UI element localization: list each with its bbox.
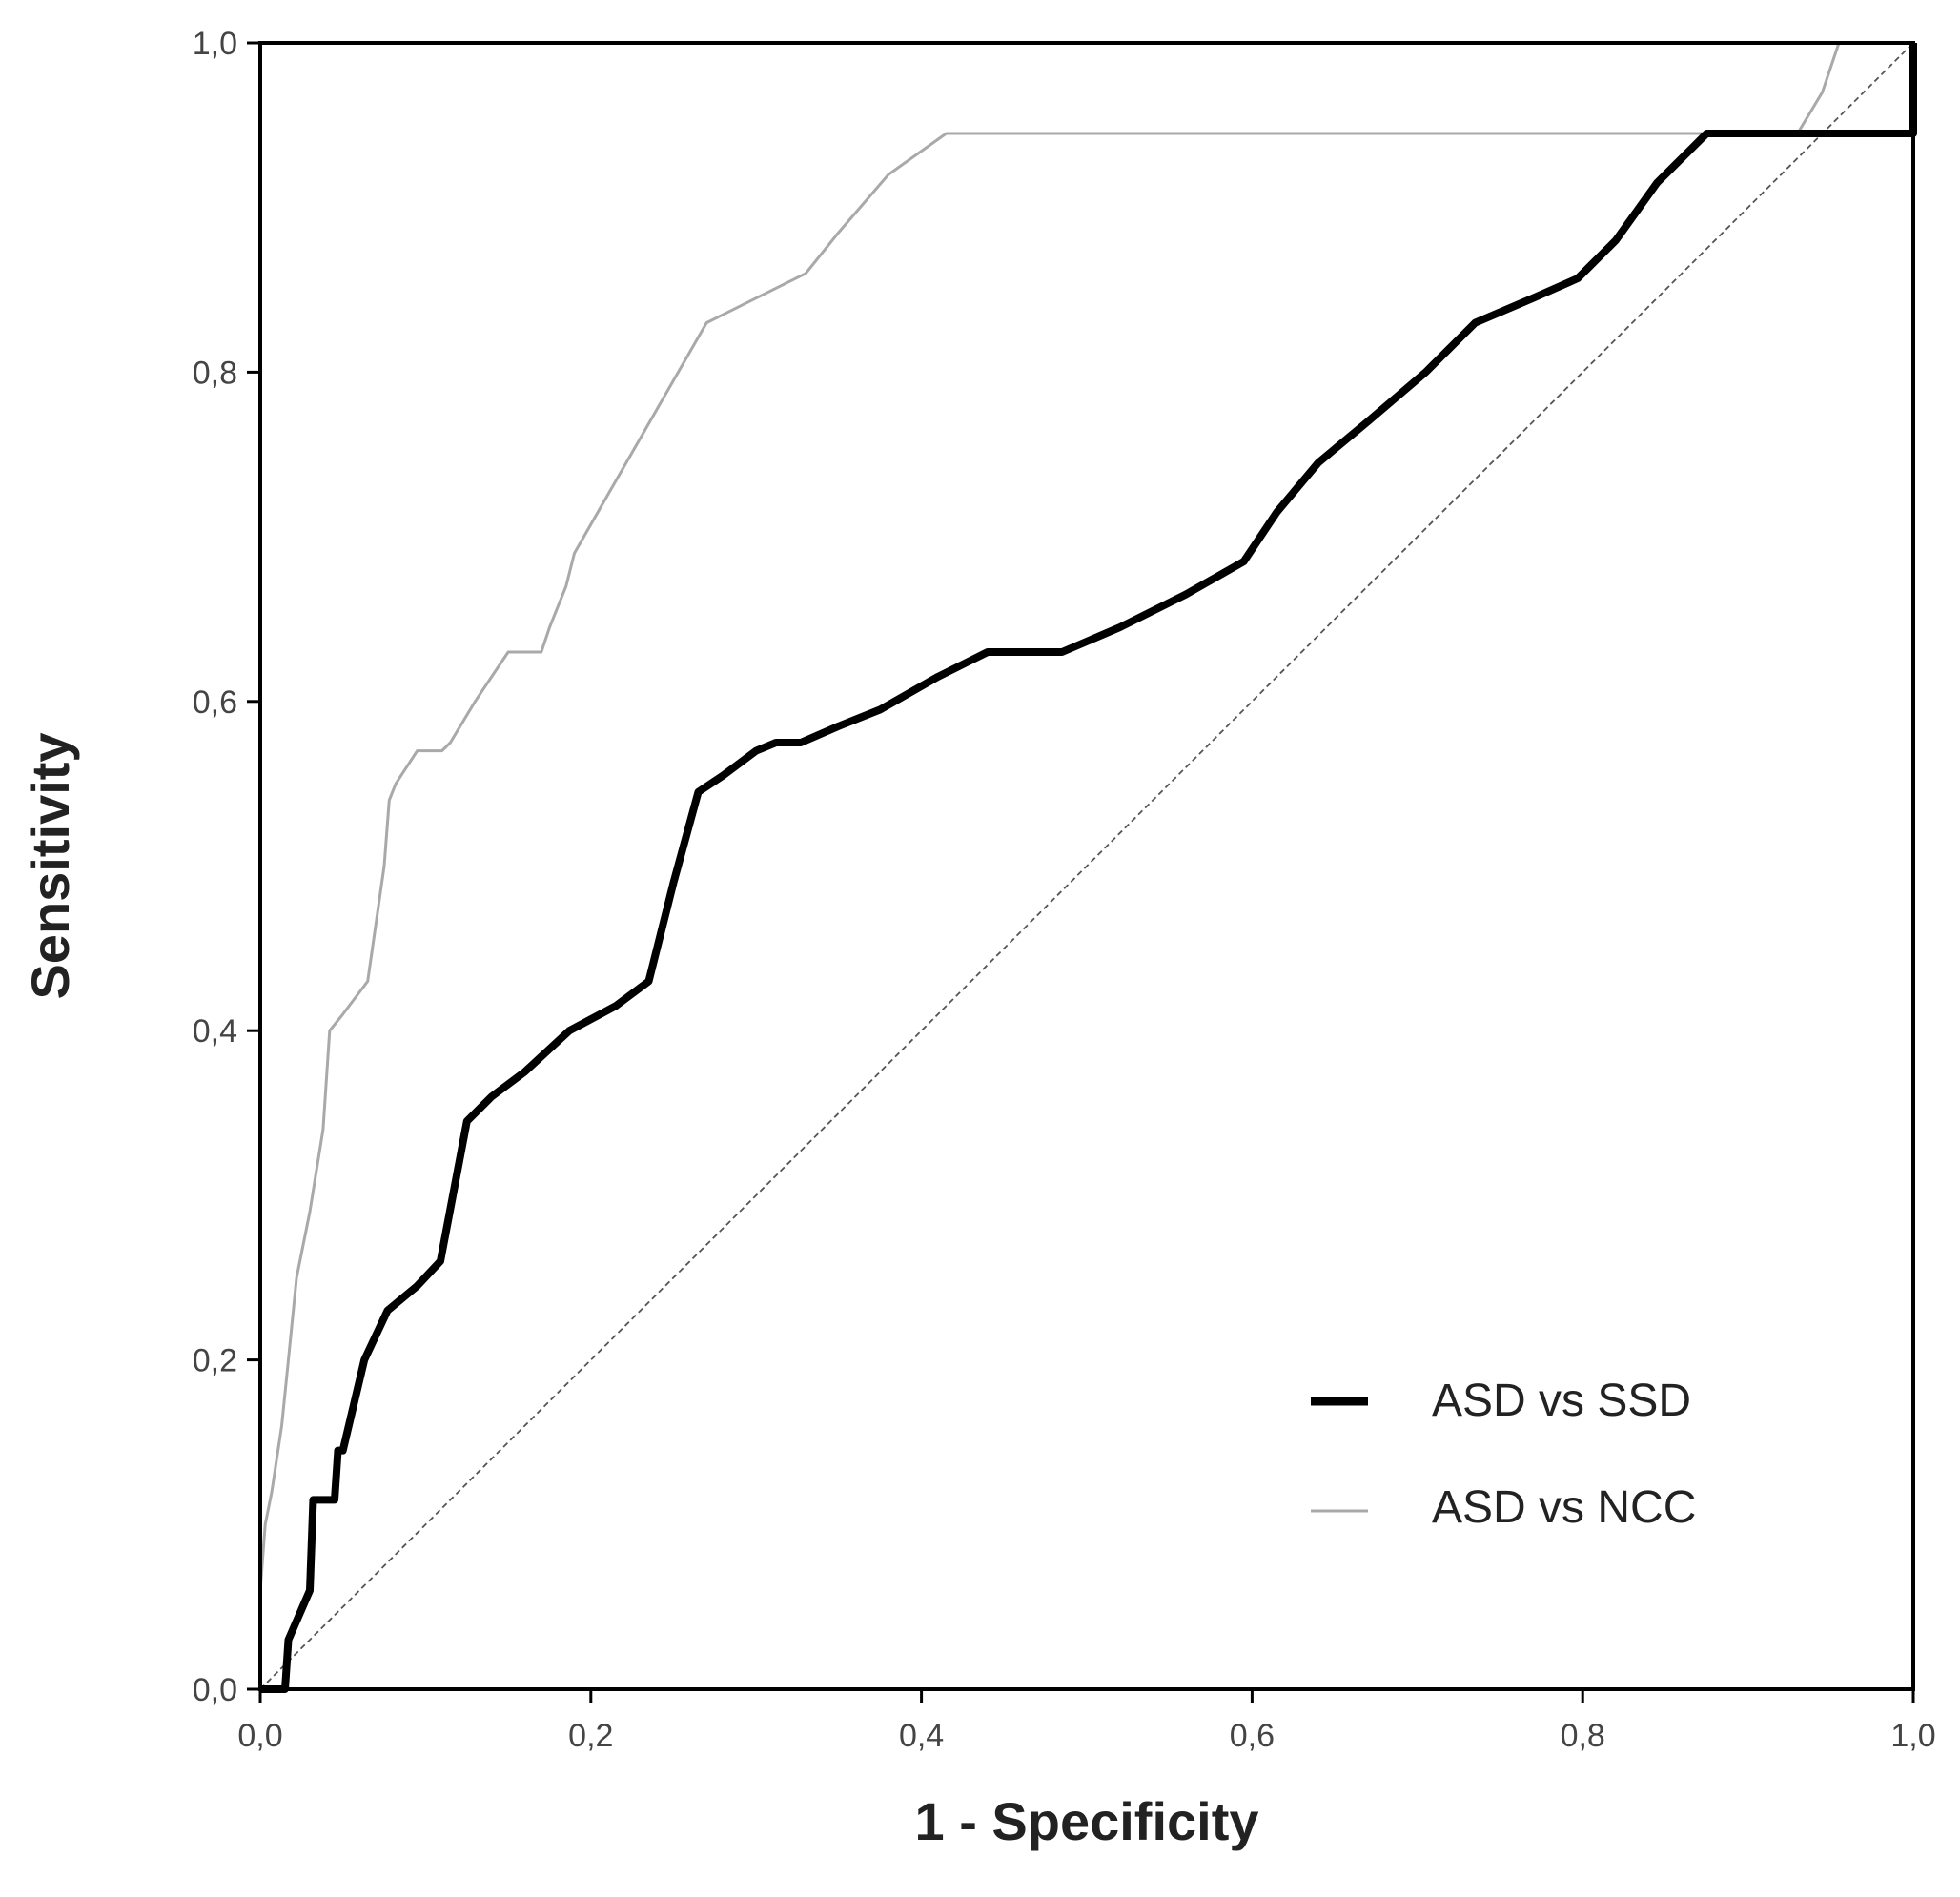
y-axis-ticks: 0,0 0,2 0,4 0,6 0,8 1,0 [193, 26, 260, 1708]
y-tick-label: 0,4 [193, 1013, 237, 1050]
y-tick-label: 0,2 [193, 1343, 237, 1379]
x-tick-label: 0,2 [568, 1718, 613, 1754]
x-tick-label: 0,0 [237, 1718, 282, 1754]
series-line-asd-vs-ssd [260, 43, 1917, 1693]
y-tick-label: 1,0 [193, 26, 237, 62]
x-tick-label: 0,6 [1230, 1718, 1275, 1754]
x-axis-title: 1 - Specificity [914, 1791, 1258, 1851]
y-tick-label: 0,0 [193, 1672, 237, 1708]
y-axis-title: Sensitivity [20, 732, 80, 999]
legend-label-asd-vs-ssd: ASD vs SSD [1432, 1376, 1691, 1426]
x-axis-ticks: 0,0 0,2 0,4 0,6 0,8 1,0 [237, 1689, 1936, 1754]
series-line-asd-vs-ncc [258, 41, 1913, 1591]
series-layer [258, 41, 1917, 1693]
series-line-reference-line [259, 42, 1914, 1690]
y-tick-label: 0,8 [193, 355, 237, 391]
legend-label-asd-vs-ncc: ASD vs NCC [1432, 1482, 1696, 1533]
plot-frame [258, 41, 1915, 1691]
y-tick-label: 0,6 [193, 684, 237, 721]
x-tick-label: 0,4 [899, 1718, 944, 1754]
x-tick-label: 0,8 [1561, 1718, 1605, 1754]
legend: ASD vs SSD ASD vs NCC [1311, 1376, 1696, 1533]
x-tick-label: 1,0 [1890, 1718, 1935, 1754]
